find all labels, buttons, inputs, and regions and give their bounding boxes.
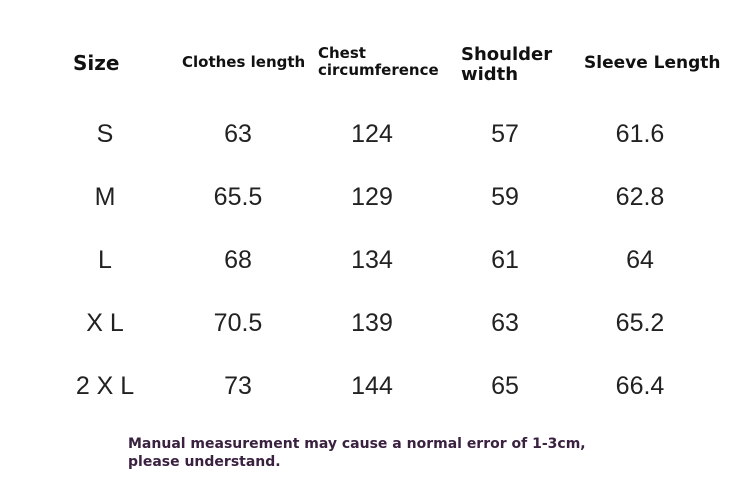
column-header: Shoulder width	[461, 44, 553, 85]
column-header: Size	[73, 51, 120, 75]
column-header: Clothes length	[182, 53, 306, 71]
table-cell: 65	[491, 372, 519, 400]
table-cell: 124	[351, 120, 393, 148]
table-cell: 68	[224, 246, 252, 274]
table-cell: 70.5	[213, 309, 263, 337]
table-cell: 57	[491, 120, 519, 148]
table-cell: 139	[351, 309, 393, 337]
table-cell: 73	[224, 372, 252, 400]
table-cell: X L	[86, 309, 124, 337]
table-cell: 129	[351, 183, 393, 211]
table-cell: 66.4	[615, 372, 665, 400]
table-cell: 134	[351, 246, 393, 274]
table-cell: L	[98, 246, 112, 274]
table-cell: 63	[224, 120, 252, 148]
table-cell: 61	[491, 246, 519, 274]
table-cell: 144	[351, 372, 393, 400]
table-cell: 61.6	[615, 120, 665, 148]
table-cell: 2 X L	[75, 372, 135, 400]
table-cell: 59	[491, 183, 519, 211]
column-header: Sleeve Length	[584, 53, 721, 73]
table-cell: 65.2	[615, 309, 665, 337]
table-cell: 62.8	[615, 183, 665, 211]
note: Manual measurement may cause a normal er…	[128, 436, 586, 470]
column-header: Chest circumference	[318, 44, 439, 79]
table-cell: 63	[491, 309, 519, 337]
table-cell: 65.5	[213, 183, 263, 211]
table-cell: S	[96, 120, 114, 148]
table-cell: 64	[626, 246, 654, 274]
table-cell: M	[94, 183, 116, 211]
